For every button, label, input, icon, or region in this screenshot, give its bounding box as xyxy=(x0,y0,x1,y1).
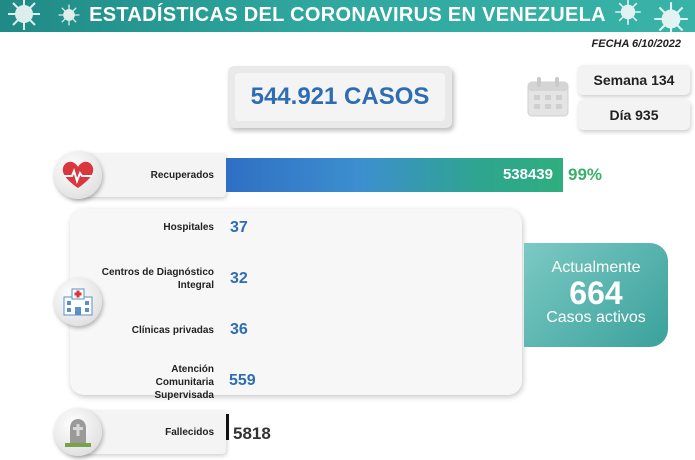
day-badge: Día 935 xyxy=(578,100,690,130)
total-cases-card: 544.921 CASOS xyxy=(228,66,452,128)
cdi-label: Centros de Diagnóstico Integral xyxy=(101,267,214,291)
active-cases-card: Actualmente 664 Casos activos xyxy=(524,243,668,347)
header-banner: ESTADÍSTICAS DEL CORONAVIRUS EN VENEZUEL… xyxy=(0,0,695,32)
hospitals-value: 37 xyxy=(230,219,248,236)
virus-icon xyxy=(615,0,641,25)
deceased-bar xyxy=(226,414,229,440)
hospital-icon xyxy=(54,278,102,326)
community-label: Atención Comunitaria Supervisada xyxy=(154,364,214,401)
active-cases-subtitle: Casos activos xyxy=(546,309,646,326)
virus-icon xyxy=(58,4,80,26)
hospitals-label: Hospitales xyxy=(163,222,214,233)
recovered-percent: 99% xyxy=(568,165,603,184)
community-value: 559 xyxy=(229,372,256,389)
recovered-label: Recuperados xyxy=(150,170,214,181)
cdi-value: 32 xyxy=(230,270,248,287)
deceased-value: 5818 xyxy=(233,424,271,443)
active-breakdown-card xyxy=(70,209,522,395)
active-cases-caption: Actualmente xyxy=(551,259,641,276)
total-cases-value: 544.921 CASOS xyxy=(235,73,445,121)
tombstone-icon xyxy=(54,408,102,456)
week-badge: Semana 134 xyxy=(578,65,690,95)
clinics-label: Clínicas privadas xyxy=(131,325,214,336)
active-cases-value: 664 xyxy=(569,275,623,311)
calendar-icon xyxy=(527,77,569,117)
heart-icon xyxy=(54,151,102,199)
virus-icon xyxy=(8,0,40,30)
clinics-value: 36 xyxy=(230,321,248,338)
page-title: ESTADÍSTICAS DEL CORONAVIRUS EN VENEZUEL… xyxy=(89,4,606,26)
report-date: FECHA 6/10/2022 xyxy=(591,38,681,50)
recovered-value: 538439 xyxy=(502,166,553,183)
deceased-label: Fallecidos xyxy=(165,427,214,438)
virus-icon xyxy=(654,2,688,32)
recovered-bar: 538439 xyxy=(226,158,563,192)
